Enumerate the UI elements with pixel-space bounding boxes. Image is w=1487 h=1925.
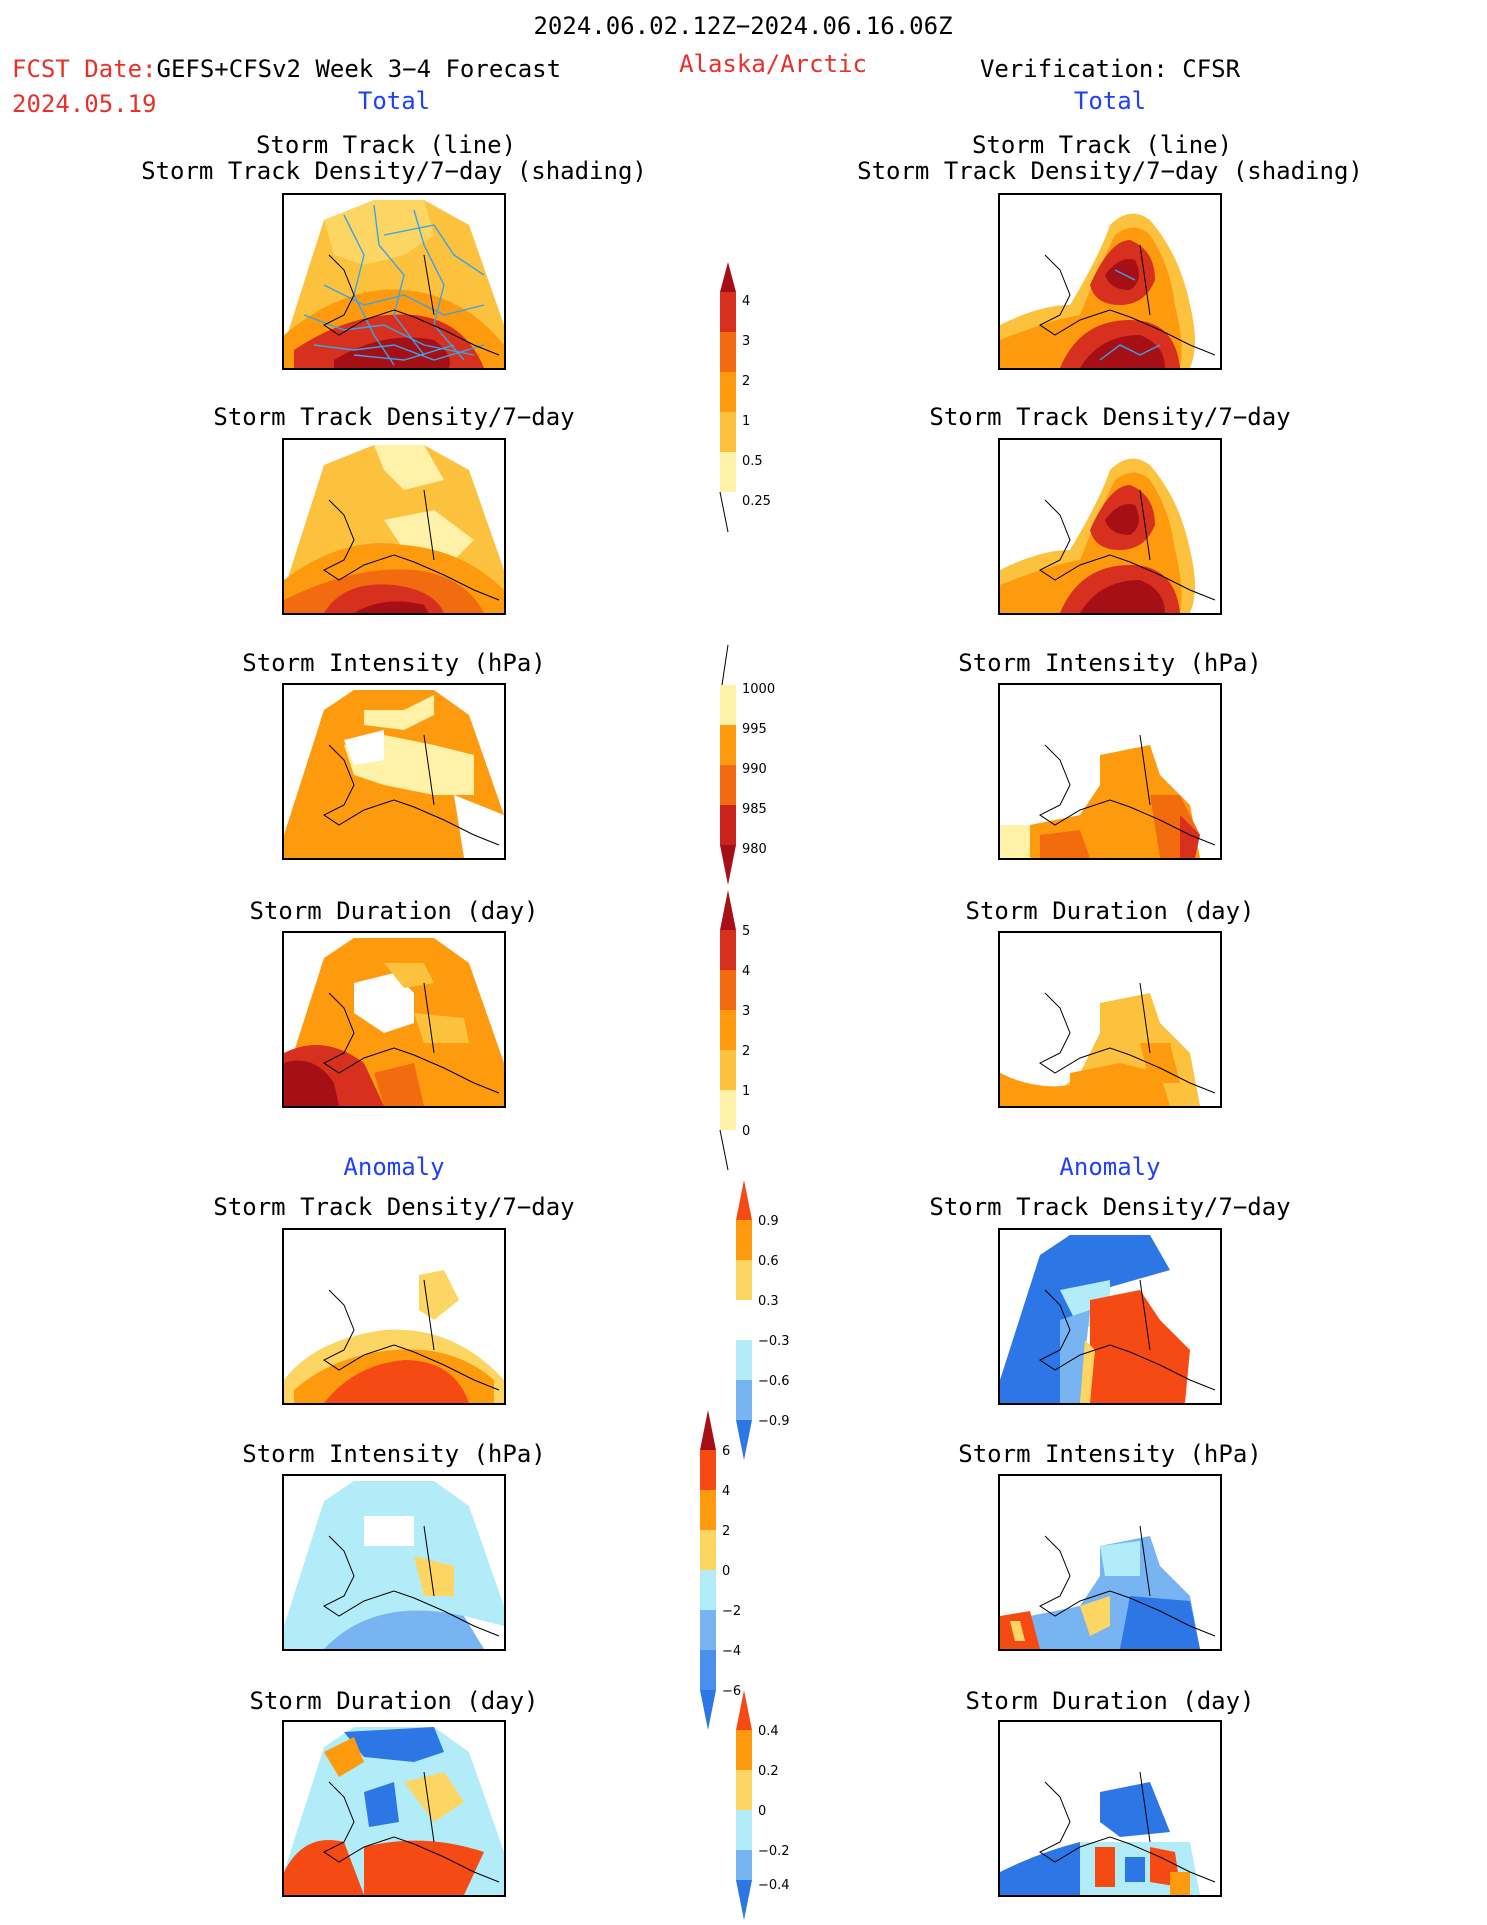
map-fcst-track-density <box>282 438 506 615</box>
colorbar-density: 4 3 2 1 0.5 0.25 <box>719 262 780 546</box>
map-cfsr-anom-density <box>998 1228 1222 1405</box>
colorbar-anom-density: 0.9 0.6 0.3 −0.3 −0.6 −0.9 <box>736 1180 796 1464</box>
anomaly-label-left: Anomaly <box>343 1153 445 1181</box>
tick-label: −0.4 <box>758 1878 790 1893</box>
map-cfsr-track-density <box>998 438 1222 615</box>
tick-label: 1000 <box>742 682 776 697</box>
tick-label: 1 <box>742 414 751 429</box>
tick-label: 0.3 <box>758 1294 779 1309</box>
panel-title-duration-left: Storm Duration (day) <box>249 897 539 925</box>
tick-label: −0.2 <box>758 1844 790 1859</box>
panel-title-track-shading-right: Storm Track Density/7−day (shading) <box>857 157 1363 185</box>
map-fcst-anom-duration <box>282 1720 506 1897</box>
tick-label: 2 <box>722 1524 731 1539</box>
colorbar-anom-duration: 0.4 0.2 0 −0.2 −0.4 <box>736 1690 796 1924</box>
tick-label: 980 <box>742 842 767 857</box>
tick-label: 2 <box>742 1044 751 1059</box>
tick-label: 0.2 <box>758 1764 779 1779</box>
tick-label: 990 <box>742 762 767 777</box>
map-fcst-intensity <box>282 683 506 860</box>
tick-label: 985 <box>742 802 767 817</box>
tick-label: 4 <box>742 294 751 309</box>
map-fcst-anom-density <box>282 1228 506 1405</box>
tick-label: 2 <box>742 374 751 389</box>
colorbar-intensity: 1000 995 990 985 980 <box>720 644 780 889</box>
panel-title-anom-duration-left: Storm Duration (day) <box>249 1687 539 1715</box>
total-label-left: Total <box>357 87 431 115</box>
tick-label: 4 <box>722 1484 731 1499</box>
forecast-description: FCST Date:GEFS+CFSv2 Week 3−4 Forecast <box>12 55 561 83</box>
tick-label: 995 <box>742 722 767 737</box>
date-range-title: 2024.06.02.12Z−2024.06.16.06Z <box>533 12 953 40</box>
tick-label: −0.9 <box>758 1414 790 1429</box>
colorbar-intensity-svg <box>720 644 736 885</box>
panel-title-anom-density-right: Storm Track Density/7−day <box>929 1193 1291 1221</box>
panel-title-intensity-right: Storm Intensity (hPa) <box>958 649 1262 677</box>
tick-label: −0.3 <box>758 1334 790 1349</box>
total-label-right: Total <box>1073 87 1147 115</box>
colorbar-anom-intensity-svg <box>700 1410 716 1730</box>
panel-title-track-line-left: Storm Track (line) <box>255 131 517 159</box>
tick-label: 1 <box>742 1084 751 1099</box>
panel-title-intensity-left: Storm Intensity (hPa) <box>242 649 546 677</box>
map-fcst-duration <box>282 931 506 1108</box>
tick-label: 0.6 <box>758 1254 779 1269</box>
colorbar-duration: 5 4 3 2 1 0 <box>719 890 780 1174</box>
panel-title-duration-right: Storm Duration (day) <box>965 897 1255 925</box>
colorbar-duration-svg <box>719 890 736 1171</box>
tick-label: 3 <box>742 1004 751 1019</box>
map-cfsr-storm-track <box>998 193 1222 370</box>
colorbar-anom-intensity: 6 4 2 0 −2 −4 −6 <box>700 1410 760 1734</box>
tick-label: 3 <box>742 334 751 349</box>
fcst-date-value: 2024.05.19 <box>12 90 157 118</box>
panel-title-anom-duration-right: Storm Duration (day) <box>965 1687 1255 1715</box>
tick-label: 0.25 <box>742 494 771 509</box>
tick-label: 5 <box>742 924 751 939</box>
tick-label: −6 <box>722 1684 742 1699</box>
panel-title-track-shading-left: Storm Track Density/7−day (shading) <box>141 157 647 185</box>
anomaly-label-right: Anomaly <box>1059 1153 1161 1181</box>
verification-label: Verification: CFSR <box>979 55 1241 83</box>
map-cfsr-anom-intensity <box>998 1474 1222 1651</box>
tick-label: 0.4 <box>758 1724 779 1739</box>
map-cfsr-intensity <box>998 683 1222 860</box>
panel-title-density-right: Storm Track Density/7−day <box>929 403 1291 431</box>
map-cfsr-anom-duration <box>998 1720 1222 1897</box>
fcst-model-label: GEFS+CFSv2 Week 3−4 Forecast <box>156 55 562 83</box>
tick-label: 0 <box>742 1124 751 1139</box>
colorbar-density-svg <box>719 262 736 533</box>
tick-label: 6 <box>722 1444 731 1459</box>
map-fcst-anom-intensity <box>282 1474 506 1651</box>
tick-label: 0 <box>722 1564 731 1579</box>
map-fcst-storm-track <box>282 193 506 370</box>
panel-title-track-line-right: Storm Track (line) <box>971 131 1233 159</box>
panel-title-anom-intensity-left: Storm Intensity (hPa) <box>242 1440 546 1468</box>
tick-label: 0.9 <box>758 1214 779 1229</box>
tick-label: −4 <box>722 1644 742 1659</box>
panel-title-density-left: Storm Track Density/7−day <box>213 403 575 431</box>
tick-label: −2 <box>722 1604 742 1619</box>
colorbar-anom-density-svg <box>736 1180 752 1460</box>
colorbar-anom-duration-svg <box>736 1690 752 1920</box>
tick-label: 0 <box>758 1804 767 1819</box>
panel-title-anom-intensity-right: Storm Intensity (hPa) <box>958 1440 1262 1468</box>
tick-label: −0.6 <box>758 1374 790 1389</box>
region-label: Alaska/Arctic <box>679 50 867 78</box>
tick-label: 0.5 <box>742 454 763 469</box>
map-cfsr-duration <box>998 931 1222 1108</box>
tick-label: 4 <box>742 964 751 979</box>
fcst-date-label: FCST Date: <box>12 55 157 83</box>
panel-title-anom-density-left: Storm Track Density/7−day <box>213 1193 575 1221</box>
